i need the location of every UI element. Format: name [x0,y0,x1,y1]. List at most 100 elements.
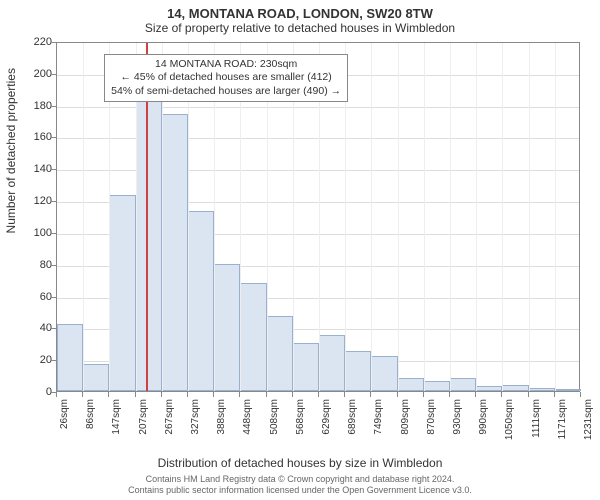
xtick-label: 629sqm [321,399,332,435]
xtick-label: 1231sqm [583,399,594,440]
xtick-mark [135,392,136,397]
xtick-label: 388sqm [216,399,227,435]
info-box-line2: ← 45% of detached houses are smaller (41… [111,71,341,85]
gridline-v [424,43,425,391]
gridline-v [502,43,503,391]
ytick-label: 80 [12,259,52,271]
histogram-bar [293,343,319,391]
ytick-label: 0 [12,386,52,398]
xtick-mark [501,392,502,397]
gridline-v [83,43,84,391]
histogram-bar [214,264,240,391]
xtick-mark [108,392,109,397]
ytick-mark [51,328,56,329]
chart-title: 14, MONTANA ROAD, LONDON, SW20 8TW [0,0,600,21]
histogram-bar [502,385,528,391]
xtick-mark [239,392,240,397]
xtick-label: 809sqm [400,399,411,435]
xtick-mark [56,392,57,397]
xtick-label: 1111sqm [531,399,542,438]
xtick-label: 207sqm [138,399,149,435]
footer-line1: Contains HM Land Registry data © Crown c… [0,474,600,485]
ytick-mark [51,201,56,202]
xtick-label: 568sqm [295,399,306,435]
xtick-label: 147sqm [111,399,122,435]
xtick-label: 689sqm [347,399,358,435]
histogram-bar [240,283,266,391]
gridline-v [371,43,372,391]
ytick-mark [51,233,56,234]
ytick-mark [51,42,56,43]
gridline-v [450,43,451,391]
xtick-mark [266,392,267,397]
xtick-mark [318,392,319,397]
y-axis-label: Number of detached properties [4,68,18,233]
ytick-mark [51,137,56,138]
xtick-mark [397,392,398,397]
info-box-line3: 54% of semi-detached houses are larger (… [111,85,341,99]
gridline-v [529,43,530,391]
histogram-bar [424,381,450,391]
gridline-v [398,43,399,391]
ytick-label: 160 [12,131,52,143]
ytick-label: 120 [12,195,52,207]
histogram-bar [83,364,109,391]
ytick-label: 60 [12,291,52,303]
ytick-mark [51,74,56,75]
histogram-bar [450,378,476,391]
ytick-mark [51,106,56,107]
plot-area: 14 MONTANA ROAD: 230sqm← 45% of detached… [56,42,580,392]
xtick-mark [344,392,345,397]
ytick-label: 200 [12,68,52,80]
xtick-mark [292,392,293,397]
xtick-mark [449,392,450,397]
ytick-label: 20 [12,354,52,366]
ytick-label: 100 [12,227,52,239]
xtick-mark [554,392,555,397]
histogram-bar [319,335,345,391]
xtick-mark [370,392,371,397]
xtick-label: 870sqm [426,399,437,435]
xtick-mark [528,392,529,397]
histogram-bar [162,114,188,391]
xtick-label: 267sqm [164,399,175,435]
histogram-bar [136,79,162,391]
ytick-mark [51,169,56,170]
histogram-bar [57,324,83,391]
ytick-mark [51,360,56,361]
footer: Contains HM Land Registry data © Crown c… [0,474,600,496]
xtick-label: 86sqm [85,399,96,429]
xtick-label: 990sqm [478,399,489,435]
histogram-bar [398,378,424,391]
ytick-mark [51,297,56,298]
xtick-label: 749sqm [373,399,384,435]
histogram-bar [109,195,135,391]
xtick-mark [580,392,581,397]
xtick-label: 508sqm [269,399,280,435]
xtick-label: 1171sqm [557,399,568,439]
histogram-bar [555,389,581,391]
xtick-mark [82,392,83,397]
x-axis-label: Distribution of detached houses by size … [0,456,600,470]
histogram-bar [529,388,555,391]
ytick-label: 140 [12,163,52,175]
xtick-mark [213,392,214,397]
xtick-label: 930sqm [452,399,463,435]
ytick-label: 180 [12,100,52,112]
gridline-v [476,43,477,391]
ytick-label: 40 [12,322,52,334]
xtick-label: 26sqm [59,399,70,429]
histogram-bar [476,386,502,391]
ytick-mark [51,265,56,266]
footer-line2: Contains public sector information licen… [0,485,600,496]
histogram-bar [371,356,397,391]
ytick-label: 220 [12,36,52,48]
xtick-label: 448sqm [242,399,253,435]
histogram-bar [345,351,371,391]
xtick-mark [161,392,162,397]
xtick-label: 327sqm [190,399,201,435]
histogram-bar [188,211,214,391]
gridline-v [555,43,556,391]
xtick-mark [187,392,188,397]
xtick-mark [475,392,476,397]
